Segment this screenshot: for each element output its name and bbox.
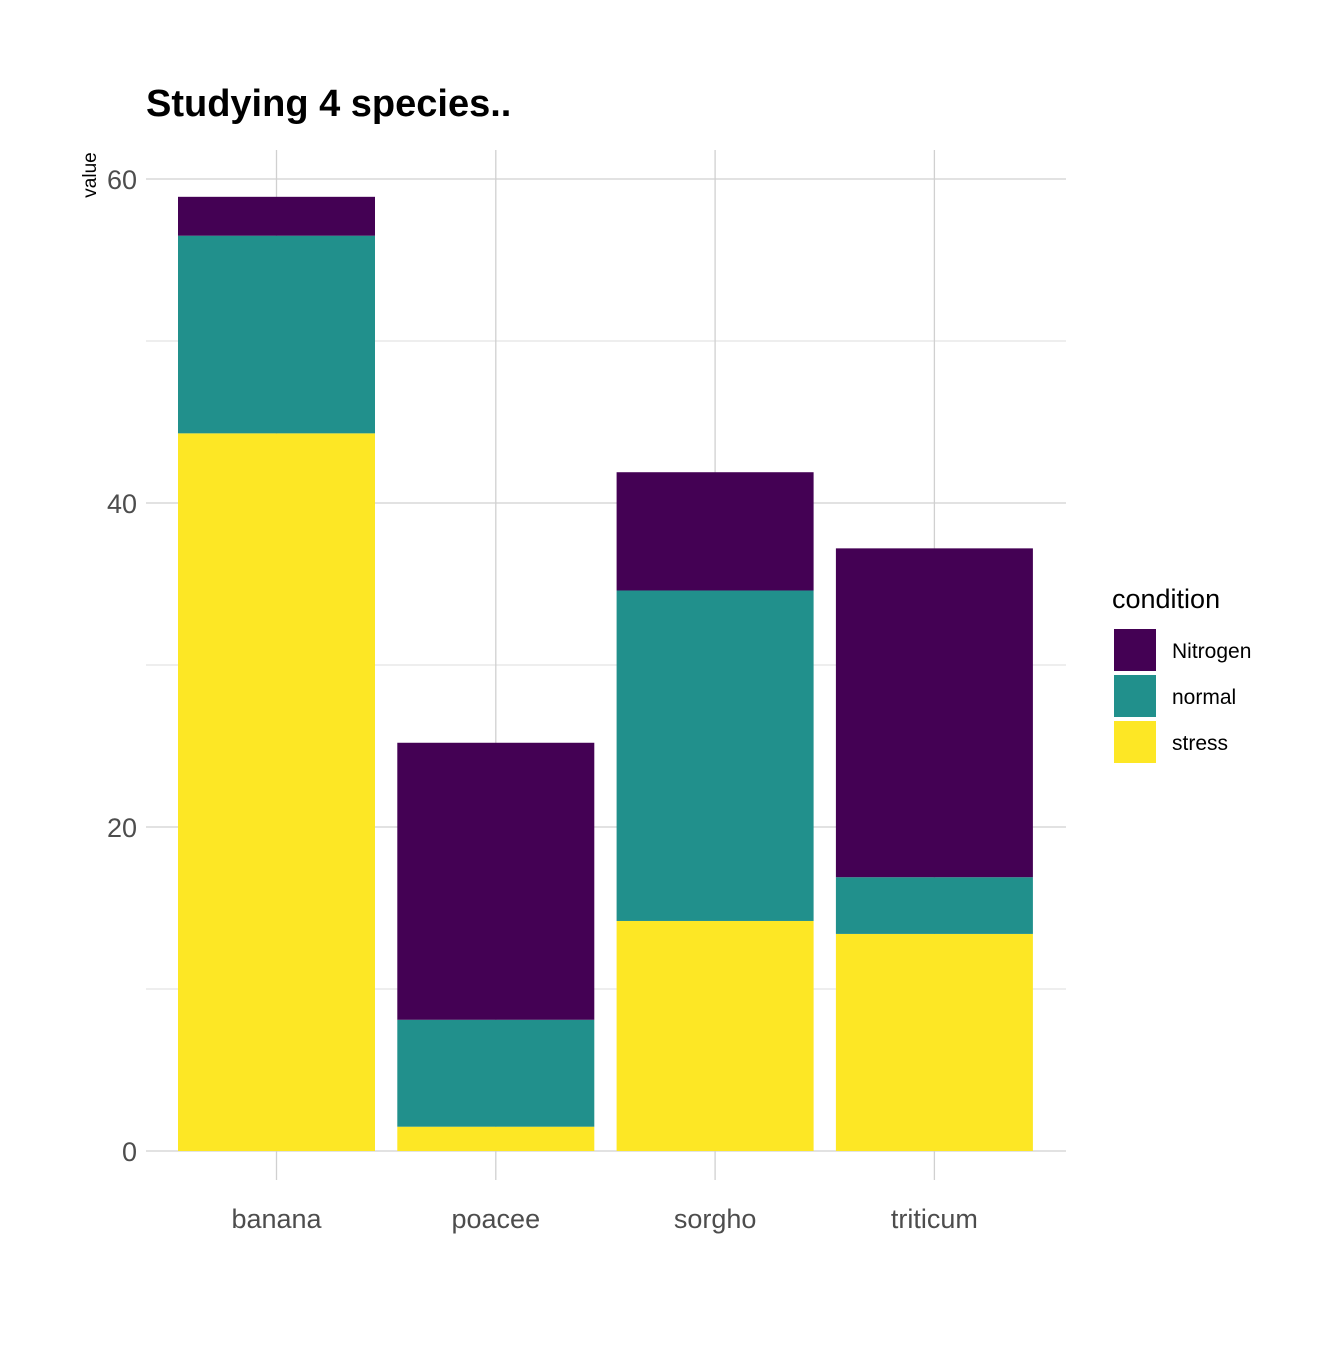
bar-segment-triticum-nitrogen	[835, 548, 1033, 878]
legend-label-normal: normal	[1172, 686, 1236, 709]
legend-key-stress	[1114, 721, 1156, 763]
y-tick-label: 0	[122, 1137, 137, 1167]
bar-segment-banana-normal	[178, 235, 375, 434]
bar-segment-banana-stress	[178, 433, 375, 1152]
y-tick-label: 60	[107, 165, 137, 195]
axes: 0 20 40 60 banana poacee sorgho triticum	[107, 165, 978, 1234]
legend-key-normal	[1114, 675, 1156, 717]
legend-label-stress: stress	[1172, 732, 1228, 755]
bar-segment-poacee-nitrogen	[397, 742, 595, 1020]
bar-segment-triticum-normal	[835, 877, 1033, 934]
chart-title: Studying 4 species..	[146, 83, 511, 125]
bar-segment-triticum-stress	[835, 933, 1033, 1151]
legend-key-nitrogen	[1114, 629, 1156, 671]
y-axis-title: value	[80, 152, 101, 197]
bar-segment-sorgho-normal	[616, 590, 814, 921]
legend: condition Nitrogen normal stress	[1112, 584, 1251, 763]
legend-title: condition	[1112, 584, 1220, 614]
bar-segment-sorgho-nitrogen	[616, 472, 814, 591]
x-tick-label-poacee: poacee	[452, 1204, 541, 1234]
legend-label-nitrogen: Nitrogen	[1172, 640, 1251, 663]
y-tick-label: 20	[107, 813, 137, 843]
bar-segment-banana-nitrogen	[178, 196, 375, 236]
x-tick-label-banana: banana	[231, 1204, 322, 1234]
bar-segment-sorgho-stress	[616, 920, 814, 1151]
y-tick-label: 40	[107, 489, 137, 519]
bar-segment-poacee-stress	[397, 1126, 595, 1151]
bars	[178, 196, 1033, 1152]
x-tick-label-sorgho: sorgho	[674, 1204, 757, 1234]
bar-segment-poacee-normal	[397, 1019, 595, 1127]
x-tick-label-triticum: triticum	[891, 1204, 978, 1234]
